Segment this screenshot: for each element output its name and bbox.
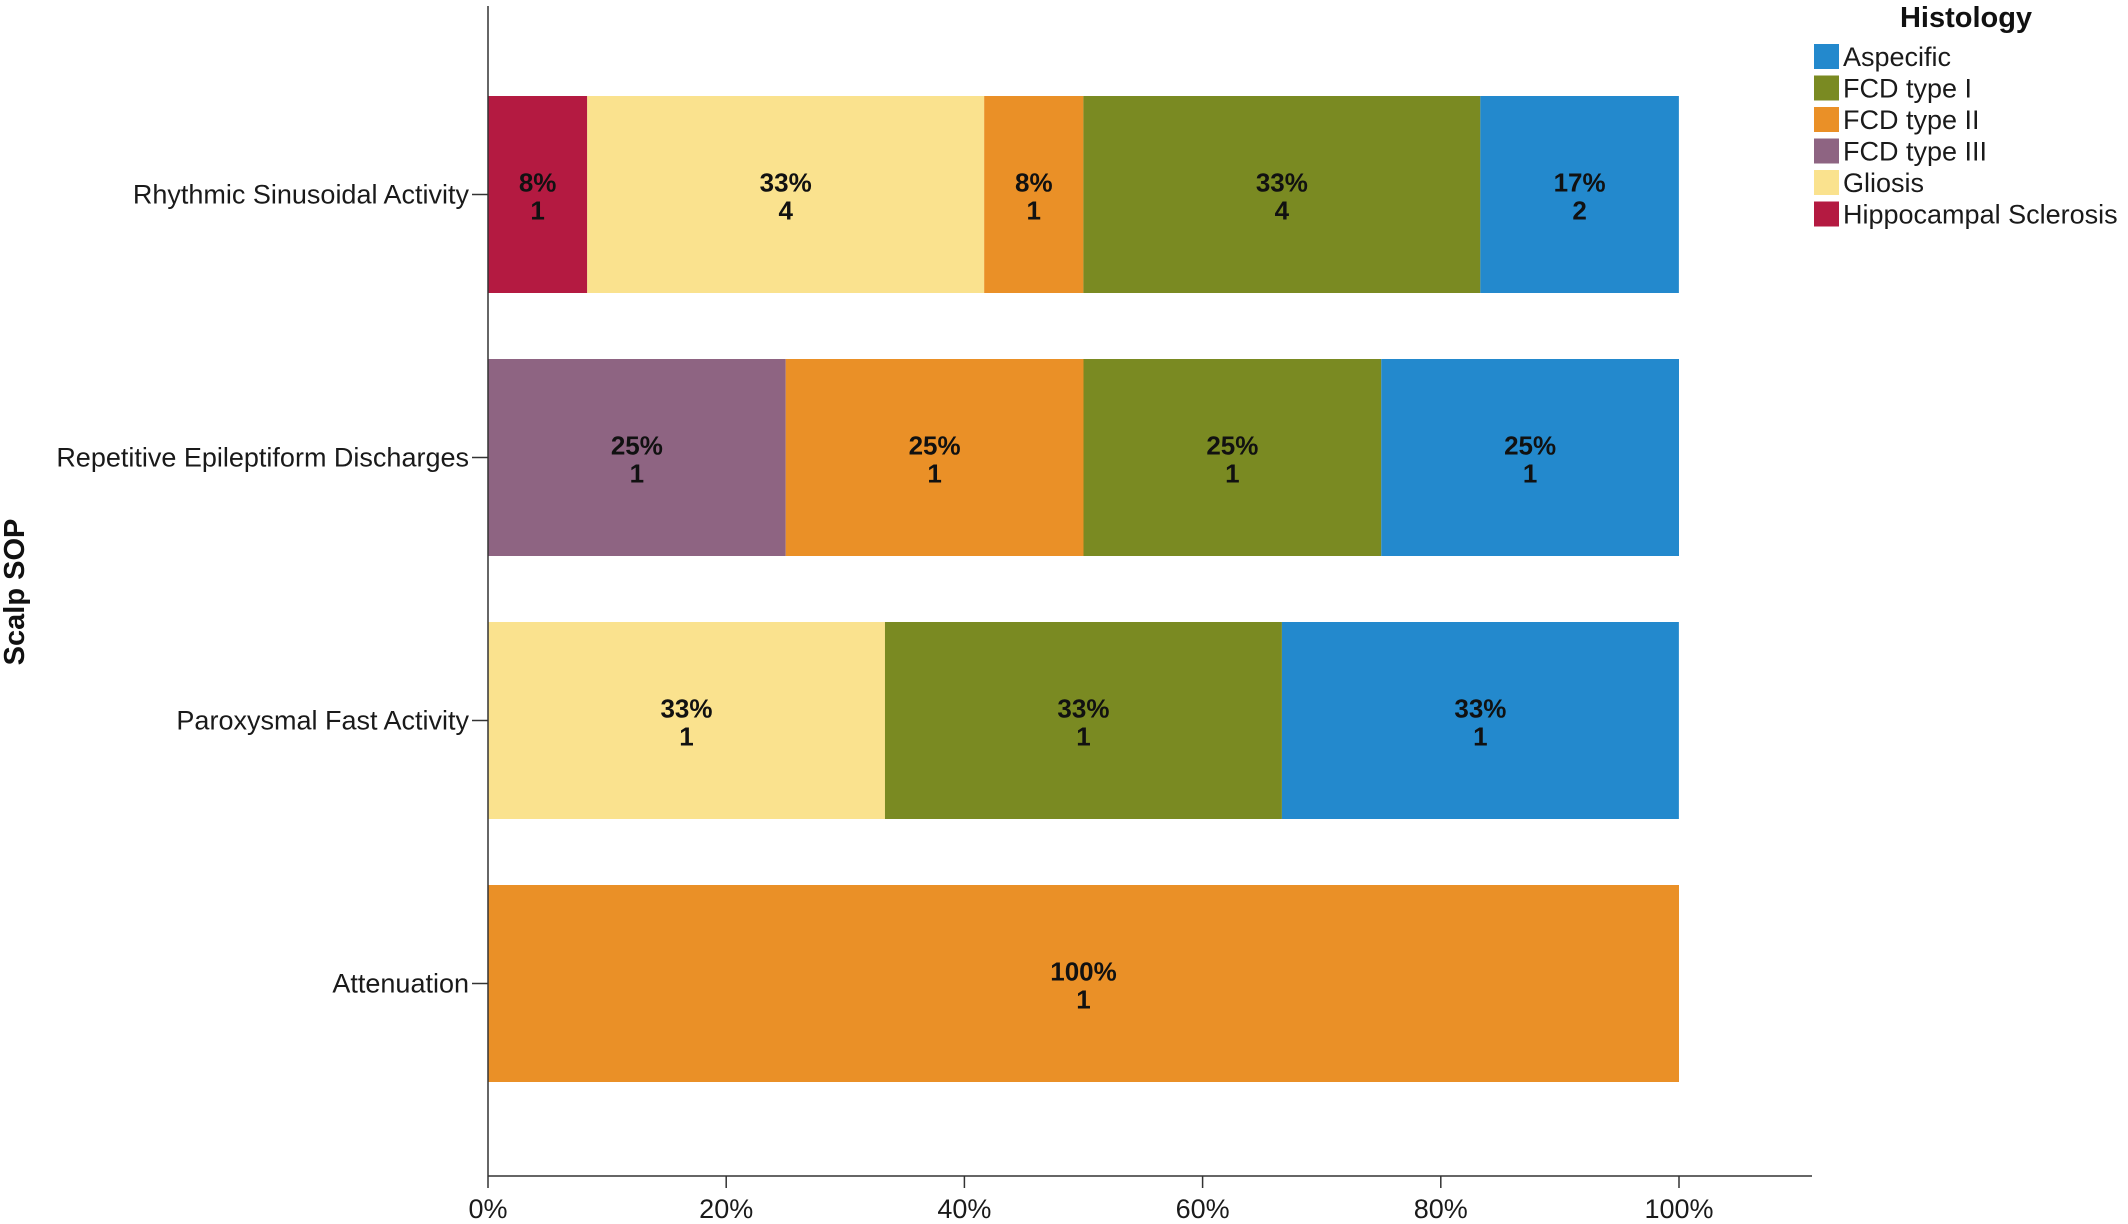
x-tick-label: 100% xyxy=(1644,1194,1713,1224)
bar-segment-attenuation-fcd-type-ii xyxy=(488,885,1679,1082)
legend-swatch-hippocampal-sclerosis xyxy=(1814,201,1839,227)
segment-percent-label: 33% xyxy=(1454,694,1506,724)
segment-percent-label: 33% xyxy=(760,168,812,198)
legend-swatch-aspecific xyxy=(1814,44,1839,69)
segment-percent-label: 33% xyxy=(660,694,712,724)
segment-percent-label: 25% xyxy=(611,431,663,461)
segment-count-label: 1 xyxy=(679,722,693,752)
bar-segment-rhythmic-sinusoidal-activity-aspecific xyxy=(1480,96,1679,293)
labels-layer: 8%133%48%133%417%225%125%125%125%133%133… xyxy=(519,168,1606,1015)
legend-label-hippocampal-sclerosis: Hippocampal Sclerosis xyxy=(1843,200,2118,230)
x-tick-label: 60% xyxy=(1176,1194,1230,1224)
legend-label-aspecific: Aspecific xyxy=(1843,42,1951,72)
segment-percent-label: 25% xyxy=(1504,431,1556,461)
legend-swatch-fcd-type-i xyxy=(1814,75,1839,101)
category-label-paroxysmal-fast-activity: Paroxysmal Fast Activity xyxy=(176,706,469,736)
x-tick-label: 80% xyxy=(1414,1194,1468,1224)
segment-count-label: 4 xyxy=(778,196,793,226)
legend-label-fcd-type-iii: FCD type III xyxy=(1843,137,1987,167)
category-label-repetitive-epileptiform-discharges: Repetitive Epileptiform Discharges xyxy=(56,443,469,473)
bar-segment-repetitive-epileptiform-discharges-aspecific xyxy=(1381,359,1679,556)
bar-segment-repetitive-epileptiform-discharges-fcd-type-ii xyxy=(785,359,1084,556)
bar-segment-repetitive-epileptiform-discharges-fcd-type-i xyxy=(1083,359,1382,556)
bar-segment-paroxysmal-fast-activity-aspecific xyxy=(1281,622,1679,819)
segment-percent-label: 25% xyxy=(1206,431,1258,461)
bar-segment-rhythmic-sinusoidal-activity-fcd-type-i xyxy=(1083,96,1481,293)
segment-count-label: 1 xyxy=(1076,722,1090,752)
segment-count-label: 1 xyxy=(1076,985,1090,1015)
bar-segment-rhythmic-sinusoidal-activity-fcd-type-ii xyxy=(984,96,1084,293)
segment-count-label: 1 xyxy=(927,459,941,489)
bar-segment-rhythmic-sinusoidal-activity-gliosis xyxy=(587,96,985,293)
category-label-attenuation: Attenuation xyxy=(332,969,469,999)
y-axis-title: Scalp SOP xyxy=(0,519,31,666)
segment-percent-label: 33% xyxy=(1256,168,1308,198)
x-tick-label: 20% xyxy=(699,1194,753,1224)
x-tick-label: 0% xyxy=(468,1194,507,1224)
segment-percent-label: 8% xyxy=(1015,168,1053,198)
legend-label-gliosis: Gliosis xyxy=(1843,168,1924,198)
legend-label-fcd-type-ii: FCD type II xyxy=(1843,105,1980,135)
axes-layer: Rhythmic Sinusoidal Activity Repetitive E… xyxy=(56,6,1812,1224)
segment-percent-label: 8% xyxy=(519,168,557,198)
x-tick-label: 40% xyxy=(937,1194,991,1224)
legend-title: Histology xyxy=(1900,2,2032,34)
legend-swatch-fcd-type-ii xyxy=(1814,107,1839,132)
legend-label-fcd-type-i: FCD type I xyxy=(1843,74,1972,104)
bar-segment-paroxysmal-fast-activity-fcd-type-i xyxy=(884,622,1282,819)
bars-layer xyxy=(488,96,1679,1082)
segment-count-label: 4 xyxy=(1275,196,1290,226)
legend-swatch-fcd-type-iii xyxy=(1814,138,1839,164)
bar-segment-paroxysmal-fast-activity-gliosis xyxy=(488,622,885,819)
bar-segment-repetitive-epileptiform-discharges-fcd-type-iii xyxy=(488,359,786,556)
segment-count-label: 1 xyxy=(1523,459,1537,489)
segment-count-label: 1 xyxy=(1225,459,1239,489)
bar-segment-rhythmic-sinusoidal-activity-hippocampal-sclerosis xyxy=(488,96,588,293)
segment-count-label: 2 xyxy=(1572,196,1586,226)
segment-percent-label: 100% xyxy=(1050,957,1117,987)
segment-percent-label: 17% xyxy=(1554,168,1606,198)
segment-count-label: 1 xyxy=(1027,196,1041,226)
segment-count-label: 1 xyxy=(1473,722,1487,752)
segment-percent-label: 25% xyxy=(909,431,961,461)
legend-swatch-gliosis xyxy=(1814,170,1839,195)
segment-count-label: 1 xyxy=(530,196,544,226)
segment-count-label: 1 xyxy=(630,459,644,489)
segment-percent-label: 33% xyxy=(1057,694,1109,724)
category-label-rhythmic-sinusoidal-activity: Rhythmic Sinusoidal Activity xyxy=(133,180,470,210)
